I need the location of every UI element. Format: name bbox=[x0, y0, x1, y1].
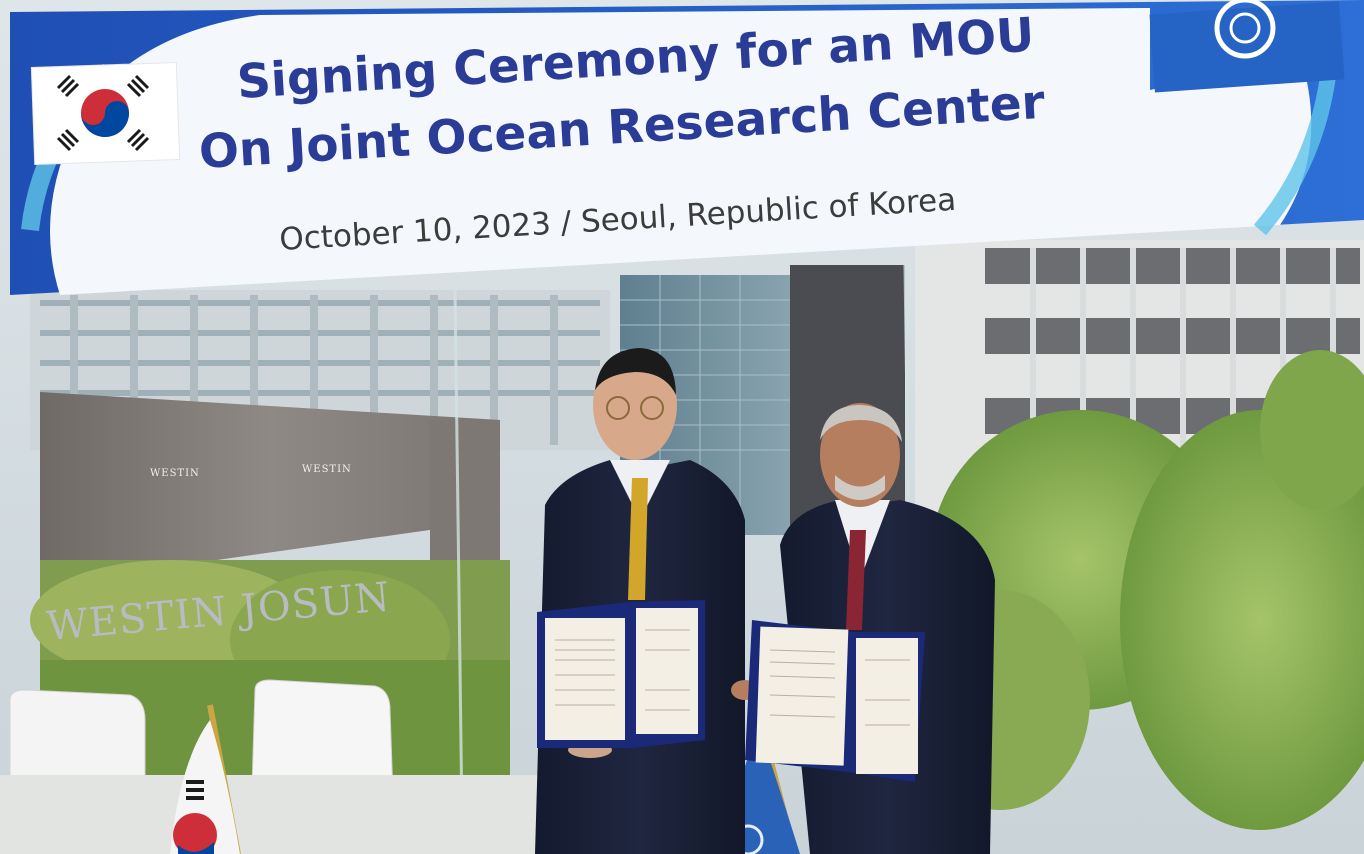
canopy-sign-left: WESTIN bbox=[150, 468, 200, 479]
korean-desk-flag bbox=[170, 704, 241, 854]
mou-folder-right bbox=[745, 620, 925, 782]
white-chairs bbox=[0, 679, 560, 854]
korean-flag-icon bbox=[30, 61, 181, 166]
mou-folder-left bbox=[537, 600, 705, 748]
canopy-sign-right: WESTIN bbox=[302, 464, 352, 475]
ceremony-banner bbox=[10, 0, 1364, 295]
